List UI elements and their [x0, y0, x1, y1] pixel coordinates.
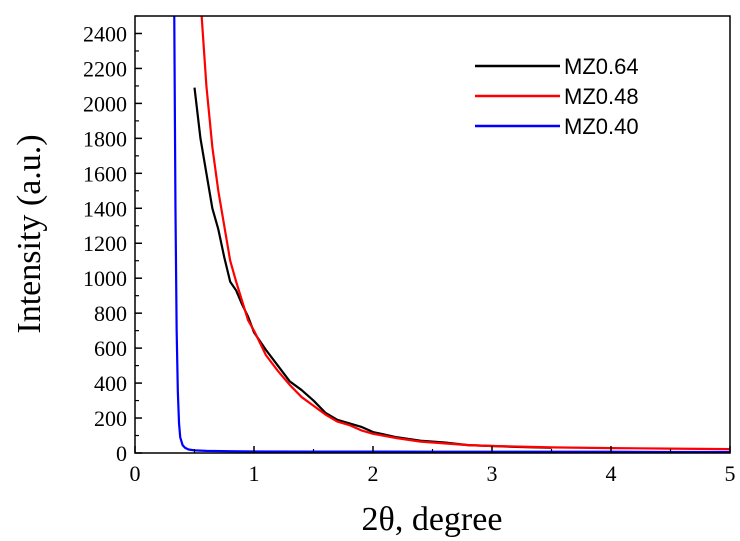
y-tick-label: 200	[94, 406, 127, 431]
y-tick-label: 1800	[83, 126, 127, 151]
y-tick-label: 1000	[83, 266, 127, 291]
y-tick-label: 1400	[83, 196, 127, 221]
legend-label: MZ0.64	[564, 54, 639, 79]
x-tick-label: 5	[725, 461, 736, 486]
y-tick-label: 800	[94, 301, 127, 326]
x-axis-title: 2θ, degree	[362, 501, 503, 538]
plot-frame	[134, 15, 731, 454]
legend-label: MZ0.40	[564, 114, 639, 139]
y-axis-title: Intensity (a.u.)	[11, 134, 48, 333]
x-tick-label: 2	[368, 461, 379, 486]
y-tick-label: 2400	[83, 21, 127, 46]
series-line-mz0-64	[193, 87, 552, 449]
x-tick-label: 0	[130, 461, 141, 486]
y-axis: 0 200 400 600 800 1000 1200 1400 1600 1800 2000 220…	[83, 15, 142, 466]
y-tick-label: 400	[94, 371, 127, 396]
x-tick-label: 1	[249, 461, 260, 486]
y-tick-label: 0	[116, 441, 127, 466]
x-axis: 0 1 2 3 4 5	[130, 446, 736, 486]
series-layer	[173, 16, 730, 453]
series-line-mz0-48	[200, 16, 730, 451]
series-line-mz0-40	[173, 16, 730, 453]
y-tick-label: 1200	[83, 231, 127, 256]
legend: MZ0.64 MZ0.48 MZ0.40	[475, 54, 639, 139]
x-tick-label: 3	[487, 461, 498, 486]
y-tick-label: 2200	[83, 56, 127, 81]
y-tick-label: 2000	[83, 91, 127, 116]
y-tick-label: 600	[94, 336, 127, 361]
x-tick-label: 4	[606, 461, 617, 486]
y-tick-label: 1600	[83, 161, 127, 186]
legend-label: MZ0.48	[564, 84, 639, 109]
